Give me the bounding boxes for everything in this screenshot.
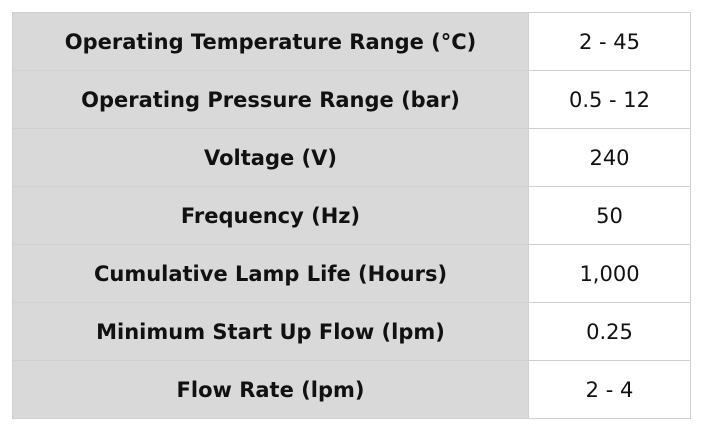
spec-label: Operating Temperature Range (°C): [12, 12, 529, 71]
table-body: Operating Temperature Range (°C) 2 - 45 Op…: [12, 12, 691, 419]
spec-table: Operating Temperature Range (°C) 2 - 45 Op…: [12, 12, 691, 419]
spec-label: Minimum Start Up Flow (lpm): [12, 302, 529, 361]
spec-value: 50: [528, 186, 691, 245]
spec-label: Cumulative Lamp Life (Hours): [12, 244, 529, 303]
spec-value: 0.25: [528, 302, 691, 361]
spec-value: 1,000: [528, 244, 691, 303]
spec-value: 0.5 - 12: [528, 70, 691, 129]
table-row: Voltage (V) 240: [12, 128, 691, 187]
table-row: Flow Rate (lpm) 2 - 4: [12, 360, 691, 419]
spec-value: 2 - 4: [528, 360, 691, 419]
spec-value: 240: [528, 128, 691, 187]
table-row: Minimum Start Up Flow (lpm) 0.25: [12, 302, 691, 361]
table-row: Operating Temperature Range (°C) 2 - 45: [12, 12, 691, 71]
spec-label: Voltage (V): [12, 128, 529, 187]
table-row: Cumulative Lamp Life (Hours) 1,000: [12, 244, 691, 303]
table-row: Operating Pressure Range (bar) 0.5 - 12: [12, 70, 691, 129]
spec-label: Flow Rate (lpm): [12, 360, 529, 419]
spec-value: 2 - 45: [528, 12, 691, 71]
spec-label: Operating Pressure Range (bar): [12, 70, 529, 129]
spec-label: Frequency (Hz): [12, 186, 529, 245]
table-row: Frequency (Hz) 50: [12, 186, 691, 245]
